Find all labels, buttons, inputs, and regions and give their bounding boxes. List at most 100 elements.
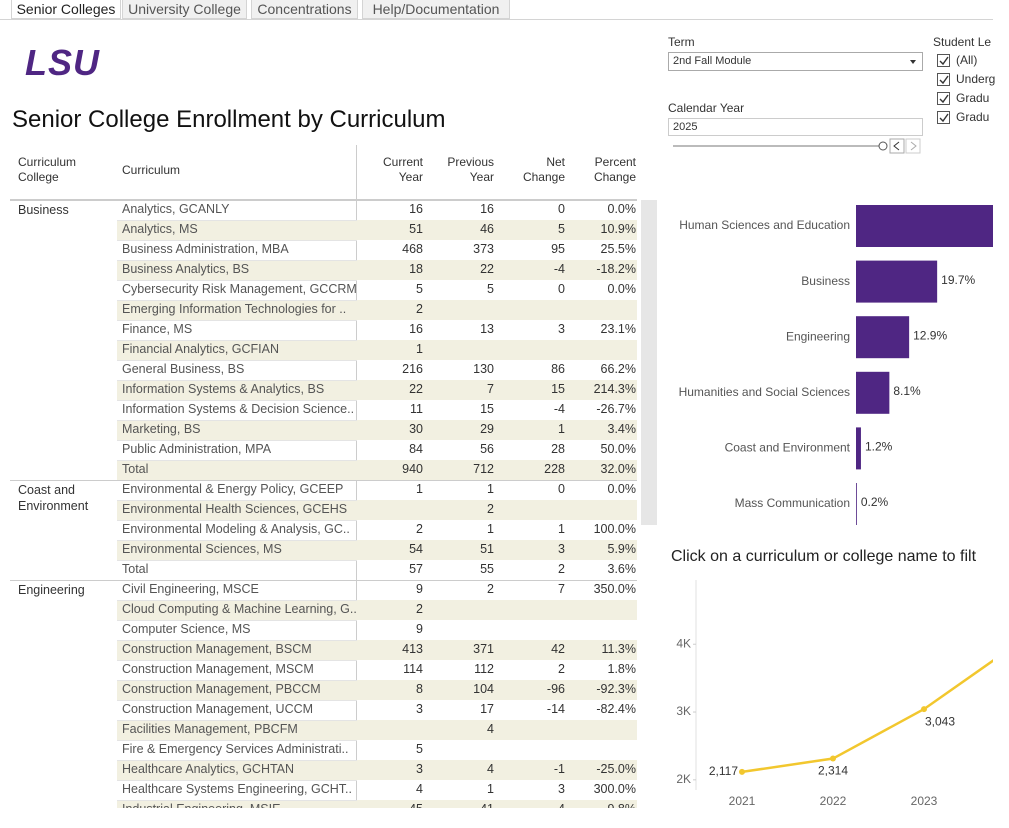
curriculum: Facilities Management, PBCFM — [122, 722, 298, 736]
table-cell: 22 — [409, 382, 423, 396]
bar — [856, 483, 857, 525]
checkmark — [939, 75, 949, 85]
row-line — [117, 720, 357, 721]
curriculum: Environmental Modeling & Analysis, GC.. — [122, 522, 350, 536]
page-title: Senior College Enrollment by Curriculum — [12, 106, 446, 133]
table-cell: 712 — [473, 462, 494, 476]
row-line — [117, 520, 357, 521]
tab[interactable]: Senior Colleges — [11, 0, 121, 19]
bar — [856, 316, 910, 359]
table-cell: 1 — [487, 482, 494, 496]
group-line — [10, 580, 637, 581]
tab[interactable]: Concentrations — [251, 0, 358, 19]
slider-prev — [889, 138, 905, 154]
table-cell: 3 — [416, 762, 423, 776]
table-cell: 1.8% — [607, 662, 637, 676]
table-cell: 45 — [363, 802, 423, 808]
table-cell: 11 — [410, 402, 423, 416]
curriculum: Total — [122, 562, 149, 576]
table-cell: 54 — [409, 542, 423, 556]
row-band — [117, 300, 637, 320]
tab[interactable]: University College — [122, 0, 247, 19]
table-cell: 22 — [480, 262, 494, 276]
point — [830, 755, 836, 762]
curriculum: Information Systems & Decision Science.. — [122, 402, 355, 416]
bar-value-label: 0.2% — [861, 495, 889, 509]
checkbox[interactable] — [937, 54, 950, 67]
checkbox-label[interactable]: (All) — [956, 53, 978, 67]
row-band — [117, 380, 637, 400]
checkbox[interactable] — [937, 73, 950, 86]
curriculum: Computer Science, MS — [122, 622, 251, 636]
table-cell: -4 — [553, 402, 565, 416]
row-band — [117, 800, 637, 808]
table-cell: 11.3% — [601, 642, 636, 656]
table-cell: 9 — [416, 622, 423, 636]
bar-value-label: 12.9% — [913, 328, 947, 342]
column-header: Percent Change — [593, 155, 636, 184]
checkbox-label[interactable]: Gradu — [956, 91, 990, 105]
row-line — [117, 620, 357, 621]
table-cell: 0.0% — [607, 202, 637, 216]
table-cell: 66.2% — [600, 362, 636, 376]
table-cell: -18.2% — [596, 262, 636, 276]
filter-label: Term — [668, 35, 695, 49]
bar-category-label: Coast and Environment — [725, 441, 851, 455]
table-cell: -1 — [553, 762, 565, 776]
y-tick-label: 4K — [676, 636, 691, 650]
table-cell: 25.5% — [600, 242, 636, 256]
bar-value-label: 19.7% — [941, 273, 975, 287]
college: Business — [18, 203, 69, 217]
table-cell: 112 — [474, 662, 494, 676]
row-line — [117, 420, 357, 421]
table-cell: 104 — [473, 682, 494, 696]
table-cell: 4 — [487, 762, 494, 776]
curriculum: Total — [122, 462, 149, 476]
table-cell: -82.4% — [596, 702, 636, 716]
point-label: 2,314 — [818, 764, 848, 778]
tab[interactable]: Help/Documentation — [362, 0, 510, 19]
year-input[interactable]: 2025 — [668, 118, 923, 136]
table-cell: 350.0% — [593, 582, 636, 596]
curriculum: Public Administration, MPA — [122, 442, 272, 456]
dropdown[interactable]: 2nd Fall Module — [668, 52, 923, 71]
table-cell: 1 — [487, 522, 494, 536]
checkmark — [939, 94, 949, 104]
checkbox[interactable] — [937, 92, 950, 105]
table-cell: 1 — [416, 342, 423, 356]
table-cell: 15 — [551, 382, 565, 396]
table-cell: 373 — [473, 242, 494, 256]
tab-bar-line — [0, 19, 993, 20]
checkbox-label[interactable]: Gradu — [956, 110, 990, 124]
table-cell: 300.0% — [593, 782, 636, 796]
table-cell: 228 — [544, 462, 565, 476]
checkmark — [939, 113, 949, 123]
table-cell: 1 — [558, 422, 565, 436]
curriculum: Healthcare Systems Engineering, GCHT.. — [122, 782, 352, 796]
table-cell: 0 — [558, 202, 565, 216]
checkbox-label[interactable]: Underg — [956, 72, 996, 86]
table-cell: 86 — [551, 362, 565, 376]
row-band — [117, 640, 637, 660]
row-band — [117, 260, 637, 280]
row-line — [117, 700, 357, 701]
column-header: Curriculum — [122, 163, 181, 177]
curriculum: Information Systems & Analytics, BS — [122, 382, 325, 396]
row-line — [117, 780, 357, 781]
curriculum: Construction Management, MSCM — [122, 662, 314, 676]
row-line — [117, 280, 357, 281]
column-header: Previous Year — [447, 155, 494, 184]
checkmark — [939, 56, 949, 66]
table-cell: 413 — [402, 642, 423, 656]
table-cell: 216 — [402, 362, 423, 376]
table-cell: 2 — [558, 562, 565, 576]
checkbox[interactable] — [937, 111, 950, 124]
table-cell: 4 — [487, 722, 494, 736]
table-cell: 32.0% — [600, 462, 636, 476]
row-line — [117, 360, 357, 361]
table-cell: 100.0% — [593, 522, 636, 536]
table-cell: 95 — [551, 242, 565, 256]
row-line — [117, 560, 357, 561]
table-cell: 41 — [434, 802, 494, 808]
